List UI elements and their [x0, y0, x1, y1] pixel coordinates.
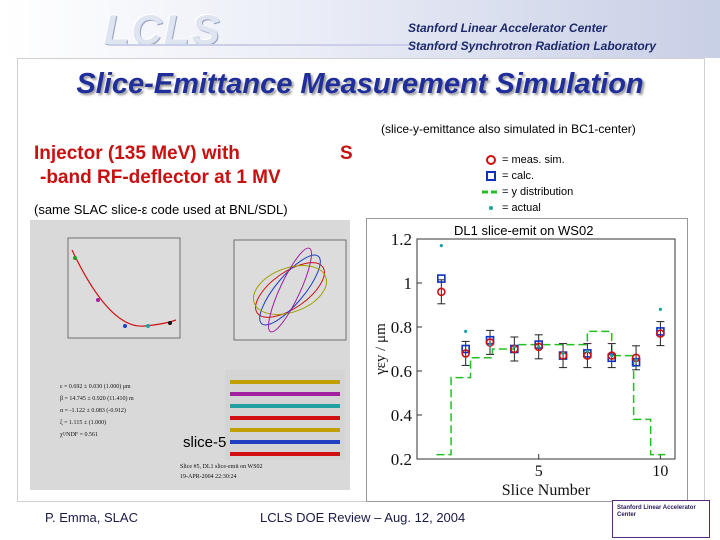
left-panel-drawing: ε = 0.692 ± 0.030 (1.000) μm β = 14.745 … — [30, 220, 350, 490]
legend-row-ydist: = y distribution — [480, 184, 573, 200]
legend-label-actual: = actual — [502, 202, 541, 214]
caption-2: 19-APR-2004 22:30:24 — [180, 474, 237, 480]
meas-point — [437, 287, 446, 297]
footer-event: LCLS DOE Review – Aug. 12, 2004 — [260, 510, 466, 525]
legend-label-ydist: = y distribution — [502, 186, 574, 198]
meas-point — [607, 351, 617, 360]
y-distribution-line — [436, 330, 666, 456]
param-line-4: ξ = 1.115 ± (1.000) — [60, 419, 106, 426]
legend-row-meas: = meas. sim. — [480, 152, 573, 168]
institution-line-1: Stanford Linear Accelerator Center — [408, 21, 607, 35]
actual-point — [561, 351, 565, 355]
chart-svg: 0.2 0.4 0.6 0.8 1 1.2 5 10 Slice Number γεy / μm — [373, 230, 676, 499]
caption-1: Slice #5, DL1 slice-emit on WS02 — [180, 464, 263, 470]
injector-line-1-s: S — [340, 143, 353, 164]
y-tick-label: 0.4 — [391, 406, 413, 425]
slac-logo: Stanford Linear Accelerator Center — [612, 500, 710, 538]
same-code-note: (same SLAC slice-ε code used at BNL/SDL) — [34, 202, 288, 217]
y-tick-label: 0.6 — [391, 362, 412, 381]
footer-author: P. Emma, SLAC — [45, 510, 138, 525]
chart-legend: = meas. sim. = calc. = y distribution = … — [480, 152, 573, 216]
actual-point — [464, 329, 468, 333]
meas-point — [461, 349, 470, 358]
plot-area — [416, 238, 676, 460]
circle-icon — [480, 154, 502, 166]
legend-row-actual: = actual — [480, 200, 573, 216]
note-top: (slice-y-emittance also simulated in BC1… — [381, 122, 636, 136]
calc-point — [437, 274, 446, 283]
actual-point — [585, 349, 589, 353]
x-tick-label: 5 — [535, 463, 543, 480]
param-line-5: χ²/NDF = 0.561 — [60, 432, 98, 438]
meas-point — [656, 329, 665, 338]
slac-logo-text: Stanford Linear Accelerator Center — [617, 505, 696, 518]
y-tick-label: 1 — [404, 274, 413, 293]
param-line-1: ε = 0.692 ± 0.030 (1.000) μm — [60, 383, 131, 390]
injector-heading: Injector (135 MeV) with S -band RF-defle… — [34, 142, 353, 190]
slice-label: slice-5 — [183, 434, 227, 451]
y-tick-label: 0.8 — [391, 318, 412, 337]
actual-point — [634, 358, 638, 362]
param-line-3: α = -1.122 ± 0.083 (-0.912) — [60, 407, 126, 414]
emittance-chart: 0.2 0.4 0.6 0.8 1 1.2 5 10 Slice Number γεy / μm — [366, 218, 688, 502]
param-line-2: β = 14.745 ± 0.920 (11.410) m — [60, 395, 134, 402]
injector-line-1: Injector (135 MeV) with — [34, 143, 240, 164]
legend-label-meas: = meas. sim. — [502, 154, 565, 166]
dot-icon — [480, 202, 502, 214]
y-tick-label: 1.2 — [391, 230, 412, 249]
actual-point — [610, 354, 614, 358]
lcls-logo: LCLS — [104, 6, 222, 53]
meas-point — [534, 342, 543, 352]
injector-line-2: -band RF-deflector at 1 MV — [40, 167, 281, 188]
slide-title: Slice-Emittance Measurement Simulation — [76, 68, 644, 100]
legend-row-calc: = calc. — [480, 168, 573, 184]
actual-point — [439, 244, 443, 248]
dash-icon — [480, 188, 502, 196]
calc-point — [461, 344, 470, 354]
x-axis-label: Slice Number — [502, 482, 591, 499]
actual-point — [537, 345, 541, 349]
actual-point — [658, 307, 662, 311]
header-bar: LCLS Stanford Linear Accelerator Center … — [0, 0, 720, 58]
x-tick-label: 10 — [652, 463, 668, 480]
actual-point — [512, 345, 516, 349]
chart-title: DL1 slice-emit on WS02 — [454, 223, 594, 238]
actual-point — [488, 343, 492, 347]
header-divider — [108, 44, 628, 46]
institution-line-2: Stanford Synchrotron Radiation Laborator… — [408, 39, 657, 53]
square-icon — [480, 170, 502, 182]
y-axis-label: γεy / μm — [373, 323, 389, 376]
y-tick-label: 0.2 — [391, 450, 412, 469]
legend-label-calc: = calc. — [502, 170, 535, 182]
slice-emittance-panel: ε = 0.692 ± 0.030 (1.000) μm β = 14.745 … — [30, 220, 350, 490]
